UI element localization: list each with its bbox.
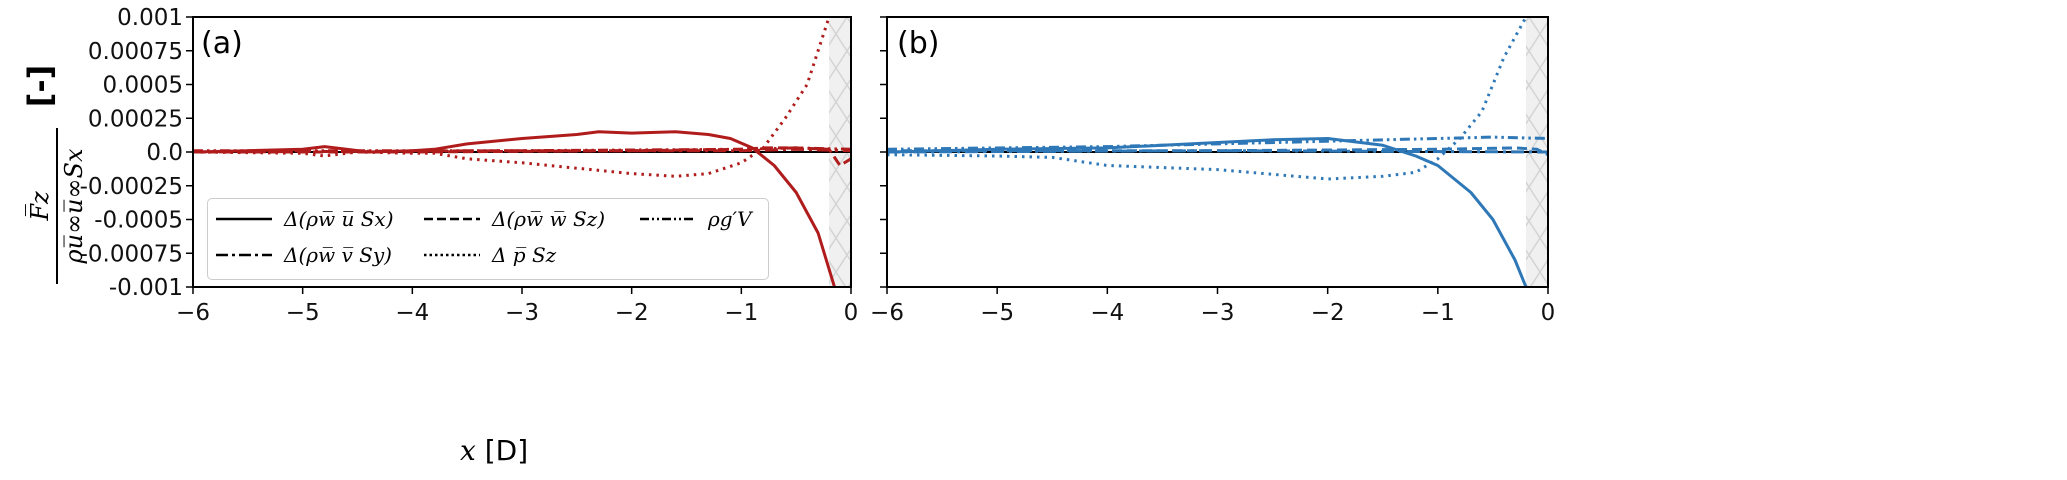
x-tick-label: 0 bbox=[1541, 300, 1556, 326]
legend-swatch-dashdot bbox=[216, 253, 272, 257]
y-tick-label: -0.001 bbox=[109, 275, 183, 301]
legend-label: Δ(ρw̅ w̅ Sz) bbox=[492, 207, 605, 231]
legend-item: Δ(ρw̅ u̅ Sx) bbox=[216, 207, 394, 231]
legend-swatch-dotted bbox=[424, 253, 480, 257]
y-tick-label: -0.00075 bbox=[80, 241, 183, 267]
x-label-var: x bbox=[460, 434, 476, 467]
y-tick-label: -0.00025 bbox=[80, 174, 183, 200]
legend-label: ρg′V bbox=[708, 207, 752, 231]
x-tick-label: −6 bbox=[176, 300, 210, 326]
legend-item: Δ(ρw̅ w̅ Sz) bbox=[424, 207, 605, 231]
x-tick-label: −4 bbox=[395, 300, 429, 326]
x-label-unit: [D] bbox=[484, 434, 529, 467]
x-tick-label: −3 bbox=[1201, 300, 1235, 326]
legend-item: Δ(ρw̅ v̅ Sy) bbox=[216, 243, 392, 267]
panel-label-b: (b) bbox=[897, 26, 940, 61]
series-line-dashdot bbox=[887, 149, 1548, 154]
x-axis-label: x [D] bbox=[460, 434, 528, 467]
series-line-dashdotdot bbox=[193, 146, 851, 153]
series-line-dashed bbox=[887, 146, 1548, 157]
x-tick-label: −6 bbox=[870, 300, 904, 326]
y-tick-label: 0.0005 bbox=[103, 73, 183, 99]
series-group bbox=[193, 17, 851, 287]
series-line-dotted bbox=[887, 17, 1528, 181]
legend-item: ρg′V bbox=[640, 207, 752, 231]
x-tick-label: 0 bbox=[844, 300, 859, 326]
x-tick-label: −2 bbox=[615, 300, 649, 326]
panel-label-a: (a) bbox=[201, 26, 243, 61]
legend-swatch-solid bbox=[216, 217, 272, 221]
panel-b: −6 −5 −4 −3 −2 −1 0 bbox=[870, 16, 1556, 326]
legend-label: Δ(ρw̅ u̅ Sx) bbox=[284, 207, 394, 231]
legend-item: Δ p̅ Sz bbox=[424, 243, 556, 267]
x-tick-label: −4 bbox=[1090, 300, 1124, 326]
y-label-denominator: ρu̅∞u̅∞Sx bbox=[60, 148, 88, 264]
x-tick-label: −3 bbox=[505, 300, 539, 326]
y-tick-label: 0.0 bbox=[146, 140, 183, 166]
legend-swatch-dashdotdot bbox=[640, 217, 696, 221]
x-tick-label: −5 bbox=[286, 300, 320, 326]
series-line-solid bbox=[887, 137, 1528, 287]
x-tick-label: −2 bbox=[1311, 300, 1345, 326]
legend-swatch-dashed bbox=[424, 217, 480, 221]
x-tick-label: −1 bbox=[724, 300, 758, 326]
x-tick-label: −1 bbox=[1421, 300, 1455, 326]
y-axis-label: F̅z ρu̅∞u̅∞Sx bbox=[26, 120, 88, 292]
y-axis-unit: [-] bbox=[21, 64, 59, 108]
series-line-dashdotdot bbox=[887, 135, 1548, 151]
series-line-solid bbox=[193, 130, 836, 287]
legend: Δ(ρw̅ u̅ Sx) Δ(ρw̅ w̅ Sz) ρg′V Δ(ρw̅ v̅ … bbox=[207, 198, 769, 280]
panel-a: −6 −5 −4 −3 −2 −1 0 0.001 0.00075 0.0005 0.00025 0.… bbox=[80, 5, 859, 326]
x-tick-label: −5 bbox=[980, 300, 1014, 326]
legend-label: Δ(ρw̅ v̅ Sy) bbox=[284, 243, 392, 267]
y-tick-label: -0.0005 bbox=[94, 208, 183, 234]
y-label-numerator: F̅z bbox=[26, 128, 58, 284]
y-tick-label: 0.001 bbox=[117, 5, 183, 31]
series-group bbox=[887, 17, 1548, 287]
legend-label: Δ p̅ Sz bbox=[492, 243, 557, 267]
y-tick-label: 0.00075 bbox=[88, 39, 183, 65]
y-tick-label: 0.00025 bbox=[88, 106, 183, 132]
